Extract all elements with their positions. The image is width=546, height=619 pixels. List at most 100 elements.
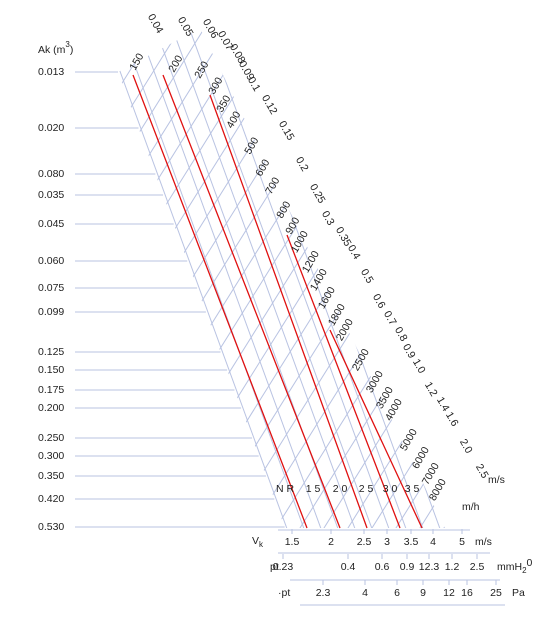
flow-label: 350 bbox=[214, 93, 233, 114]
flow-label: 5000 bbox=[398, 427, 420, 453]
velocity-label: 2.0 bbox=[457, 437, 475, 456]
ak-value: 0.200 bbox=[38, 402, 64, 414]
ak-value: 0.420 bbox=[38, 493, 64, 505]
flow-label: 500 bbox=[242, 135, 261, 156]
ak-value: 0.530 bbox=[38, 521, 64, 533]
vk-value: 1.5 bbox=[285, 536, 300, 548]
lattice-line bbox=[144, 28, 365, 528]
ak-value: 0.300 bbox=[38, 450, 64, 462]
ak-value: 0.075 bbox=[38, 282, 64, 294]
lattice-line bbox=[118, 28, 314, 528]
lattice-line bbox=[471, 0, 546, 600]
velocity-label: 1.6 bbox=[443, 410, 461, 429]
flow-label: 250 bbox=[192, 59, 211, 80]
vk-value: 4 bbox=[430, 536, 436, 548]
nr-label: 1 5 bbox=[306, 483, 321, 495]
velocity-label: 0.05 bbox=[175, 15, 196, 39]
lattice-line bbox=[118, 28, 319, 528]
lattice-line bbox=[118, 28, 297, 528]
velocity-label: 1.2 bbox=[422, 380, 440, 399]
ak-value: 0.250 bbox=[38, 432, 64, 444]
ak-value: 0.045 bbox=[38, 218, 64, 230]
lattice-line bbox=[127, 28, 348, 528]
pt-value: 12.3 bbox=[419, 561, 440, 573]
lattice-line bbox=[118, 28, 151, 528]
ak-value: 0.099 bbox=[38, 306, 64, 318]
lattice-line bbox=[118, 28, 199, 528]
vk-value: 2 bbox=[328, 536, 334, 548]
velocity-label: 0.5 bbox=[358, 267, 376, 286]
lattice-line bbox=[278, 28, 445, 528]
velocity-label: 0.15 bbox=[276, 119, 297, 143]
reference-line bbox=[209, 94, 368, 529]
lattice-line bbox=[118, 28, 175, 528]
pt-value: 0.9 bbox=[400, 561, 415, 573]
vk-label: Vk bbox=[252, 535, 264, 549]
lattice-line bbox=[118, 28, 415, 528]
lattice-line bbox=[468, 0, 546, 600]
pa-label: ·pt bbox=[278, 587, 290, 599]
pt-value: 1.2 bbox=[445, 561, 460, 573]
lattice-line bbox=[118, 28, 343, 528]
lattice-line bbox=[118, 28, 247, 528]
lattice-line bbox=[195, 28, 416, 528]
velocity-label: 0.7 bbox=[381, 309, 399, 328]
ak-value: 0.035 bbox=[38, 189, 64, 201]
reference-line bbox=[162, 74, 341, 529]
velocity-label: 1.0 bbox=[410, 357, 428, 376]
lattice-line bbox=[374, 28, 445, 528]
ak-value: 0.060 bbox=[38, 255, 64, 267]
pa-value: 6 bbox=[394, 587, 400, 599]
lattice-line bbox=[118, 28, 445, 528]
velocity-label: 0.25 bbox=[307, 182, 328, 206]
lattice-line bbox=[350, 28, 445, 528]
lattice-line bbox=[161, 28, 382, 528]
pa-value: 2.3 bbox=[316, 587, 331, 599]
lattice-line bbox=[230, 28, 445, 528]
lattice-line bbox=[118, 28, 295, 528]
velocity-label: 0.3 bbox=[319, 209, 337, 228]
lattice-line bbox=[118, 28, 445, 528]
velocity-label: 0.6 bbox=[370, 292, 388, 311]
pa-value: 16 bbox=[461, 587, 473, 599]
vk-unit: m/s bbox=[475, 536, 492, 548]
ak-value: 0.150 bbox=[38, 364, 64, 376]
lattice-line bbox=[422, 28, 445, 528]
ak-value: 0.175 bbox=[38, 384, 64, 396]
vk-value: 3.5 bbox=[404, 536, 419, 548]
nr-label: 2 0 bbox=[333, 483, 348, 495]
reference-line bbox=[132, 74, 308, 529]
pt-unit: mmH20 bbox=[497, 557, 533, 575]
velocity-label: 0.2 bbox=[293, 155, 311, 174]
pt-value: 2.5 bbox=[470, 561, 485, 573]
pa-unit: Pa bbox=[512, 587, 525, 599]
vk-value: 3 bbox=[384, 536, 390, 548]
nr-label: N R bbox=[276, 483, 295, 495]
ak-label: Ak (m3) bbox=[38, 40, 73, 56]
velocity-label: 0.04 bbox=[145, 12, 166, 36]
lattice-line bbox=[302, 28, 445, 528]
lattice-line bbox=[118, 28, 391, 528]
reference-line bbox=[329, 329, 423, 529]
pa-value: 12 bbox=[443, 587, 455, 599]
lattice-line bbox=[519, 0, 546, 600]
velocity-unit: m/s bbox=[488, 474, 505, 486]
velocity-label: 0.12 bbox=[259, 93, 280, 117]
flow-label: 2500 bbox=[350, 347, 372, 373]
pa-value: 9 bbox=[420, 587, 426, 599]
lattice-line bbox=[118, 28, 331, 528]
nr-label: 3 0 bbox=[383, 483, 398, 495]
lattice-line bbox=[118, 28, 223, 528]
flow-label: 400 bbox=[224, 109, 243, 130]
pt-value: 0.6 bbox=[375, 561, 390, 573]
pa-value: 4 bbox=[362, 587, 368, 599]
lattice-line bbox=[118, 28, 271, 528]
velocity-label: 0.8 bbox=[392, 325, 410, 344]
ak-value: 0.013 bbox=[38, 66, 64, 78]
lattice-line bbox=[178, 28, 399, 528]
velocity-label: 0.9 bbox=[400, 342, 418, 361]
nr-label: 2 5 bbox=[359, 483, 374, 495]
vk-value: 2.5 bbox=[357, 536, 372, 548]
pt-label: pt bbox=[270, 561, 279, 573]
